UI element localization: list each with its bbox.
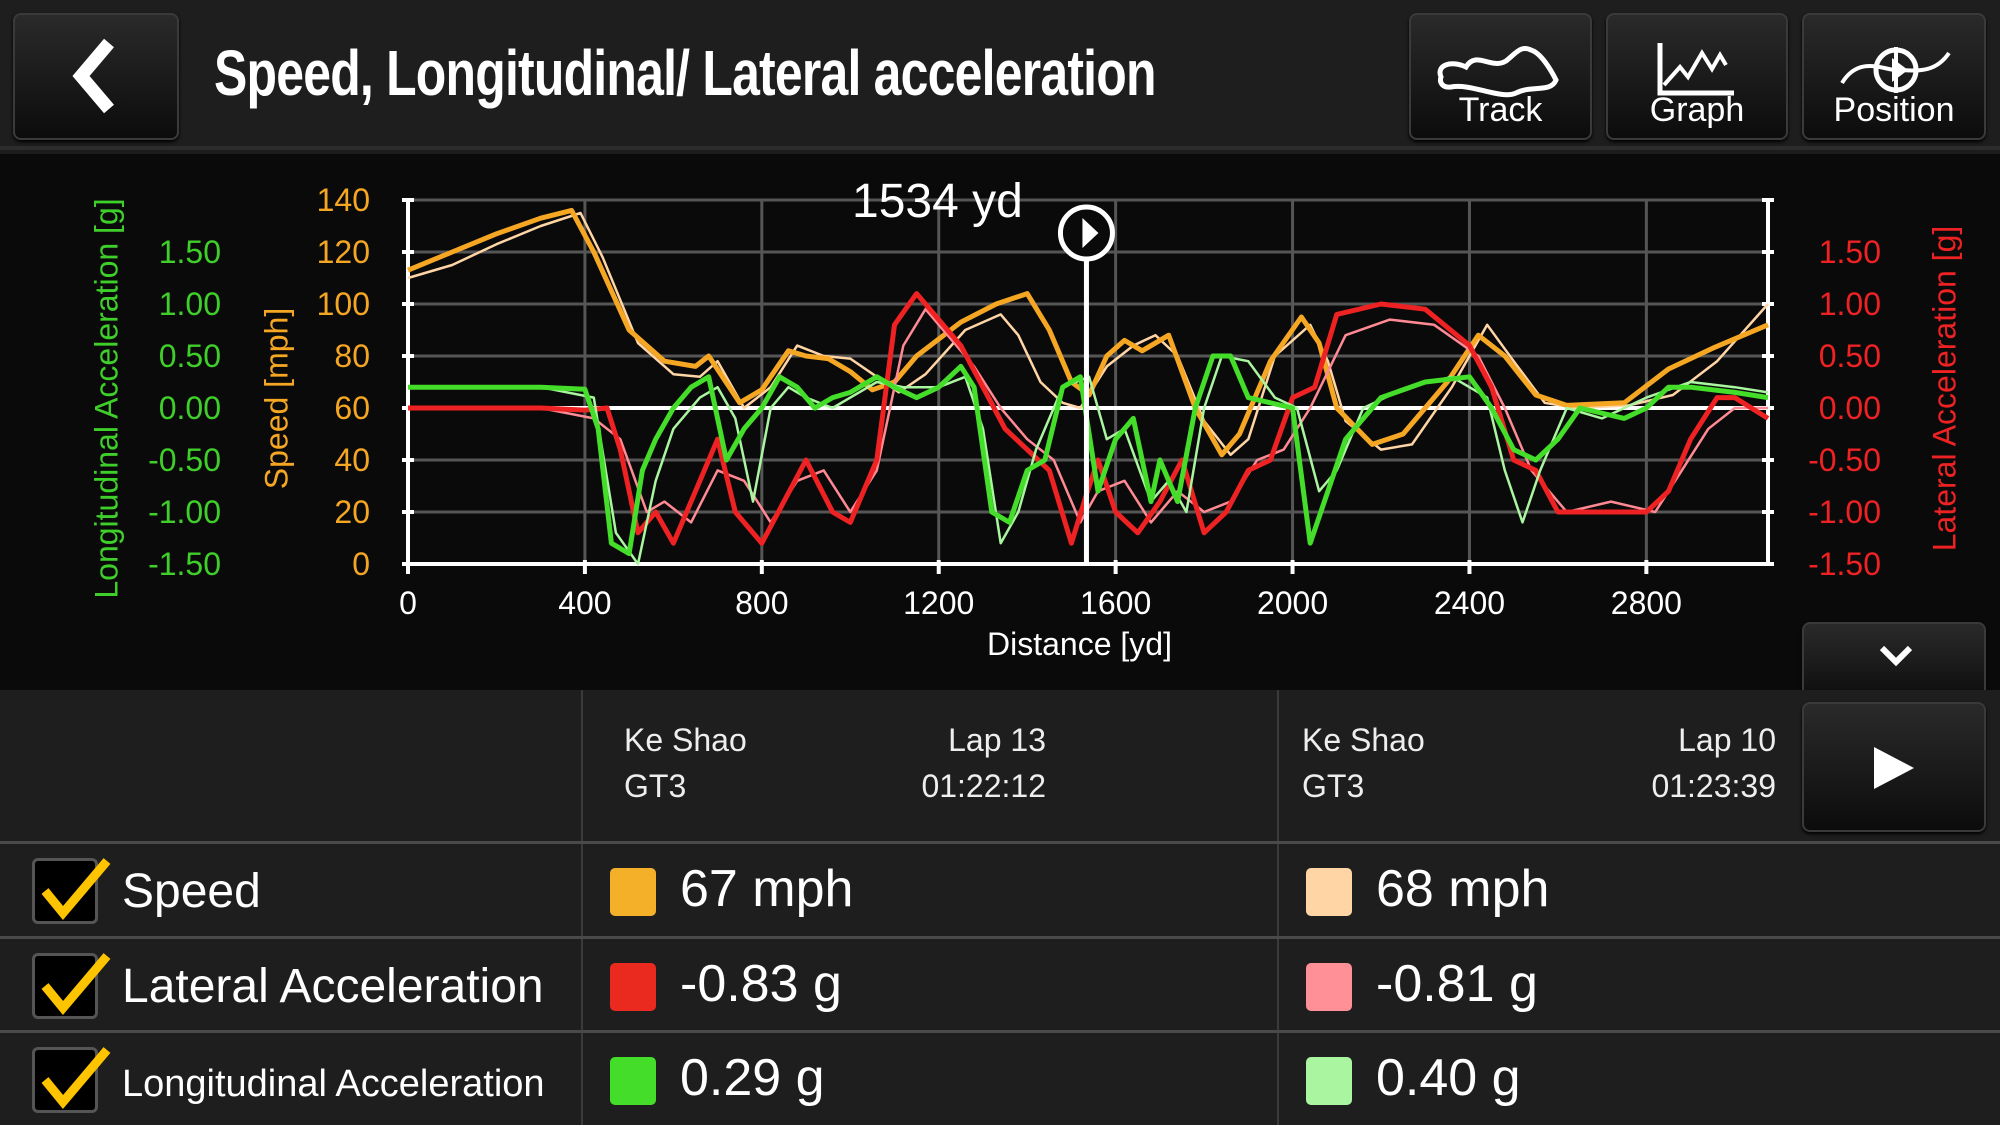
car-class: GT3 — [1302, 768, 1365, 804]
series-checkbox[interactable] — [32, 858, 111, 924]
series-color-swatch — [1306, 868, 1352, 916]
longitudinal-axis-title: Longitudinal Acceleration [g] — [88, 198, 125, 599]
series-color-swatch — [610, 963, 656, 1011]
cursor-arrow-icon — [1082, 218, 1099, 248]
longitudinal-tick-label: -1.00 — [148, 494, 221, 530]
series-label: Longitudinal Acceleration — [122, 1063, 545, 1105]
series-color-swatch — [610, 1057, 656, 1105]
x-tick-label: 1600 — [1080, 585, 1151, 621]
speed-tick-label: 40 — [334, 442, 370, 478]
lateral-tick-label: 0.50 — [1819, 338, 1881, 374]
header-bar: Speed, Longitudinal/ Lateral acceleratio… — [0, 0, 2000, 150]
track-button-label: Track — [1458, 91, 1543, 129]
x-tick-label: 2400 — [1434, 585, 1505, 621]
chevron-down-icon — [1879, 645, 1913, 667]
longitudinal-tick-label: 1.50 — [159, 234, 221, 270]
driver-name: Ke Shao — [624, 722, 747, 758]
longitudinal-tick-label: -1.50 — [148, 546, 221, 582]
position-button-label: Position — [1833, 91, 1955, 129]
position-icon — [1840, 47, 1951, 93]
series-value: -0.81 g — [1376, 955, 1538, 1013]
lateral-tick-label: 1.00 — [1819, 286, 1881, 322]
series-value: 0.40 g — [1376, 1049, 1521, 1107]
series-color-swatch — [1306, 963, 1352, 1011]
chevron-left-icon — [72, 38, 114, 114]
longitudinal-tick-label: 0.50 — [159, 338, 221, 374]
lap-number: Lap 13 — [948, 722, 1046, 758]
back-button[interactable] — [13, 13, 179, 140]
x-tick-label: 400 — [558, 585, 611, 621]
x-tick-label: 800 — [735, 585, 788, 621]
x-tick-label: 1200 — [903, 585, 974, 621]
graph-button-label: Graph — [1649, 91, 1745, 129]
speed-tick-label: 0 — [352, 546, 370, 582]
checkmark-icon — [41, 953, 111, 1016]
graph-button[interactable]: Graph — [1606, 13, 1788, 140]
column-divider — [1277, 690, 1279, 1125]
play-button[interactable] — [1802, 702, 1986, 832]
checkmark-icon — [41, 1047, 111, 1110]
speed-tick-label: 100 — [317, 286, 370, 322]
track-button[interactable]: Track — [1409, 13, 1592, 140]
position-button[interactable]: Position — [1802, 13, 1986, 140]
lateral-tick-label: -0.50 — [1808, 442, 1881, 478]
row-divider — [0, 841, 2000, 844]
lap-time: 01:23:39 — [1651, 768, 1776, 804]
series-line-speed_lap10 — [407, 211, 1769, 457]
longitudinal-tick-label: 0.00 — [159, 390, 221, 426]
lateral-tick-label: -1.50 — [1808, 546, 1881, 582]
x-tick-label: 2000 — [1257, 585, 1328, 621]
lateral-tick-label: -1.00 — [1808, 494, 1881, 530]
longitudinal-tick-label: -0.50 — [148, 442, 221, 478]
speed-axis-title: Speed [mph] — [258, 307, 295, 490]
lateral-tick-label: 0.00 — [1819, 390, 1881, 426]
lateral-tick-label: 1.50 — [1819, 234, 1881, 270]
lap-number: Lap 10 — [1678, 722, 1776, 758]
collapse-button[interactable] — [1802, 622, 1986, 702]
series-line-long_lap13 — [408, 353, 1769, 557]
speed-tick-label: 60 — [334, 390, 370, 426]
speed-tick-label: 120 — [317, 234, 370, 270]
series-label: Lateral Acceleration — [122, 960, 544, 1013]
chart-panel: 0 20 40 60 80 100 120 140 0 400 800 1200 1600 2000 240… — [0, 154, 2000, 702]
series-value: 67 mph — [680, 860, 854, 918]
track-icon — [1437, 45, 1559, 98]
checkmark-icon — [41, 858, 111, 921]
x-tick-label: 2800 — [1611, 585, 1682, 621]
play-icon — [1874, 747, 1914, 789]
cursor-distance-label: 1534 yd — [852, 175, 1023, 228]
x-axis-title: Distance [yd] — [987, 626, 1172, 662]
series-value: -0.83 g — [680, 955, 842, 1013]
driver-name: Ke Shao — [1302, 722, 1425, 758]
row-divider — [0, 1030, 2000, 1033]
series-line-long_lap10 — [408, 354, 1769, 566]
row-divider — [0, 936, 2000, 939]
x-tick-label: 0 — [399, 585, 417, 621]
series-label: Speed — [122, 865, 261, 918]
speed-tick-label: 20 — [334, 494, 370, 530]
longitudinal-tick-label: 1.00 — [159, 286, 221, 322]
car-class: GT3 — [624, 768, 687, 804]
series-checkbox[interactable] — [32, 1047, 111, 1113]
series-value: 0.29 g — [680, 1049, 825, 1107]
series-color-swatch — [610, 868, 656, 916]
series-checkbox[interactable] — [32, 953, 111, 1019]
speed-tick-label: 80 — [334, 338, 370, 374]
telemetry-chart[interactable]: 0 20 40 60 80 100 120 140 0 400 800 1200 1600 2000 240… — [0, 154, 2000, 690]
page-title: Speed, Longitudinal/ Lateral acceleratio… — [214, 37, 1156, 109]
series-line-lat_lap10 — [408, 307, 1768, 524]
series-value: 68 mph — [1376, 860, 1550, 918]
speed-tick-label: 140 — [317, 182, 370, 218]
series-color-swatch — [1306, 1057, 1352, 1105]
lap-time: 01:22:12 — [921, 768, 1046, 804]
lateral-axis-title: Lateral Acceleration [g] — [1926, 225, 1963, 552]
column-divider — [581, 690, 583, 1125]
lap-comparison-table: Ke Shao GT3 Lap 13 01:22:12 Ke Shao GT3 … — [0, 690, 2000, 1125]
graph-icon — [1657, 43, 1734, 96]
